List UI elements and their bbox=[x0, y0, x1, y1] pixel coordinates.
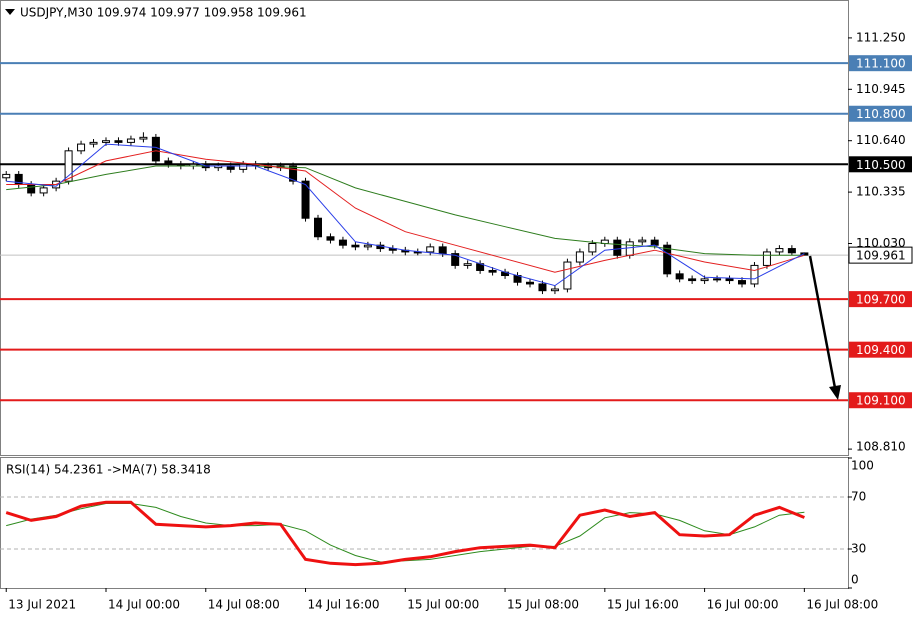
y-tick-label: 70 bbox=[851, 490, 866, 504]
y-tick-label: 110.640 bbox=[856, 133, 906, 147]
level-label-box bbox=[849, 156, 912, 173]
series-line bbox=[6, 150, 805, 273]
level-label: 110.800 bbox=[856, 107, 906, 121]
candle-body bbox=[488, 269, 497, 273]
candle-body bbox=[451, 253, 460, 266]
candle-body bbox=[114, 140, 123, 143]
last-price-label: 109.961 bbox=[856, 249, 906, 263]
x-tick-label: 14 Jul 16:00 bbox=[308, 598, 380, 612]
candle-body bbox=[301, 180, 310, 219]
forecast-arrow bbox=[808, 255, 837, 389]
panel-frame bbox=[0, 457, 849, 589]
candle-body bbox=[239, 163, 248, 170]
level-label: 111.100 bbox=[856, 57, 906, 71]
candle-body bbox=[675, 273, 684, 280]
candle-body bbox=[713, 278, 722, 281]
candle-body bbox=[625, 241, 634, 256]
candle-body bbox=[700, 278, 709, 282]
x-tick-label: 13 Jul 2021 bbox=[8, 598, 76, 612]
y-tick-label: 110.945 bbox=[856, 82, 906, 96]
candle-body bbox=[750, 264, 759, 285]
candle-body bbox=[102, 140, 110, 143]
panel-frame bbox=[0, 0, 849, 456]
candle-body bbox=[426, 246, 435, 253]
candle-body bbox=[438, 246, 447, 255]
candle-body bbox=[650, 239, 659, 246]
candle-body bbox=[164, 160, 173, 165]
y-tick-label: 111.250 bbox=[856, 30, 906, 44]
y-tick-label: 30 bbox=[851, 542, 866, 556]
level-label: 109.100 bbox=[856, 394, 906, 408]
level-label: 110.500 bbox=[856, 158, 906, 172]
candle-body bbox=[27, 184, 36, 194]
x-tick-label: 14 Jul 00:00 bbox=[108, 598, 180, 612]
candle-body bbox=[338, 239, 347, 246]
candle-body bbox=[289, 165, 298, 182]
candle-body bbox=[563, 261, 572, 290]
candle-body bbox=[463, 263, 472, 266]
candle-body bbox=[526, 281, 534, 285]
x-tick-label: 15 Jul 08:00 bbox=[507, 598, 579, 612]
candle-body bbox=[762, 251, 771, 266]
candle-body bbox=[688, 278, 697, 282]
series-line bbox=[6, 165, 805, 256]
y-tick-label: 100 bbox=[851, 459, 874, 473]
level-label: 109.700 bbox=[856, 293, 906, 307]
candle-body bbox=[638, 239, 647, 243]
candle-body bbox=[787, 248, 796, 254]
candle-body bbox=[538, 283, 547, 292]
y-tick-label: 108.810 bbox=[856, 440, 906, 454]
y-tick-label: 110.335 bbox=[856, 185, 906, 199]
chart-title: USDJPY,M30 109.974 109.977 109.958 109.9… bbox=[20, 6, 307, 20]
symbol-menu-arrow bbox=[5, 9, 15, 15]
candle-body bbox=[725, 278, 734, 282]
candle-body bbox=[314, 217, 322, 238]
candle-body bbox=[363, 244, 372, 248]
series-line bbox=[5, 500, 805, 567]
candle-body bbox=[151, 136, 160, 162]
candle-body bbox=[351, 244, 360, 248]
forecast-arrow-head bbox=[829, 385, 841, 400]
candle-body bbox=[326, 236, 335, 241]
candle-body bbox=[775, 248, 784, 253]
candle-body bbox=[738, 280, 746, 285]
x-tick-label: 15 Jul 16:00 bbox=[607, 598, 679, 612]
series-line bbox=[6, 143, 805, 287]
candle-body bbox=[663, 244, 672, 275]
y-tick-label: 110.030 bbox=[856, 236, 906, 250]
candle-body bbox=[126, 138, 135, 143]
candle-body bbox=[575, 251, 584, 263]
candle-body bbox=[89, 141, 98, 145]
level-label-box bbox=[849, 341, 912, 358]
candle-body bbox=[64, 150, 73, 182]
x-tick-label: 16 Jul 00:00 bbox=[707, 598, 779, 612]
last-price-box bbox=[848, 246, 913, 264]
candle-body bbox=[77, 143, 86, 152]
level-label-box bbox=[849, 55, 912, 72]
candle-body bbox=[613, 239, 622, 256]
level-label: 109.400 bbox=[856, 343, 906, 357]
level-label-box bbox=[849, 291, 912, 308]
x-tick-label: 15 Jul 00:00 bbox=[407, 598, 479, 612]
candle-body bbox=[2, 173, 11, 179]
level-label-box bbox=[849, 392, 912, 409]
chart-title: RSI(14) 54.2361 ->MA(7) 58.3418 bbox=[6, 463, 211, 477]
x-tick-label: 16 Jul 08:00 bbox=[806, 598, 878, 612]
candle-body bbox=[139, 136, 148, 140]
y-tick-label: 0 bbox=[851, 573, 859, 587]
series-line bbox=[6, 503, 805, 563]
candle-body bbox=[39, 187, 48, 194]
level-label-box bbox=[849, 105, 912, 122]
x-tick-label: 14 Jul 08:00 bbox=[208, 598, 280, 612]
candle-body bbox=[588, 243, 597, 253]
candle-body bbox=[550, 288, 559, 292]
